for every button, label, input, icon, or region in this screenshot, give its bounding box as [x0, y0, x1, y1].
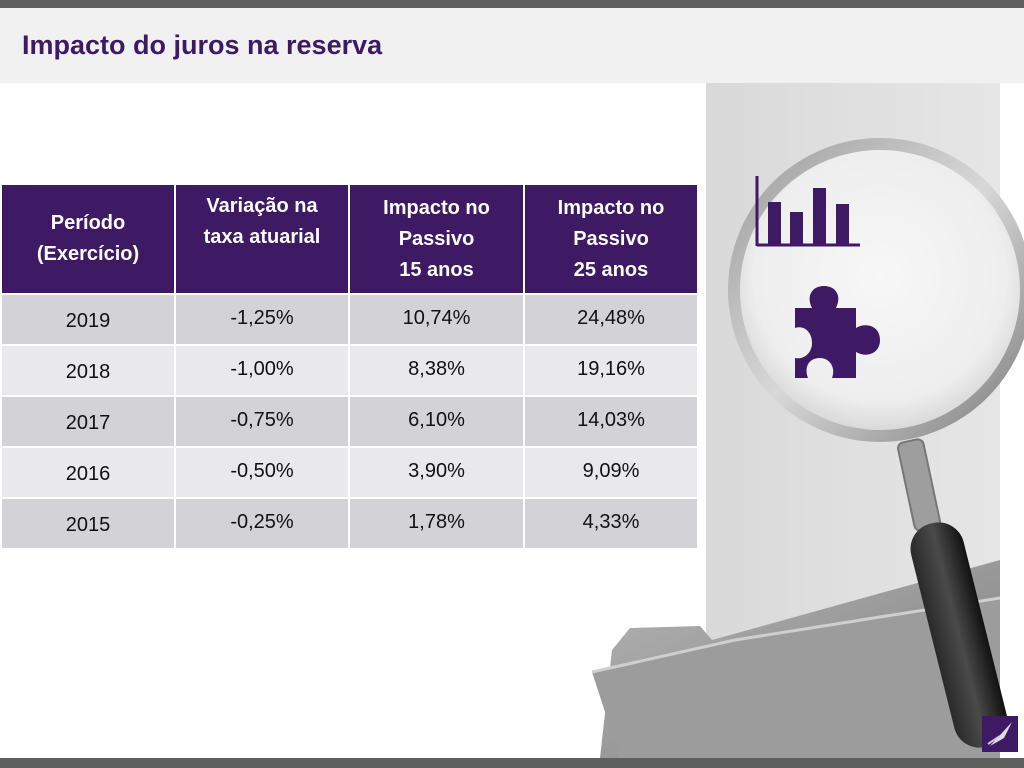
bar-chart-icon [755, 176, 860, 247]
header-impact-25y: Impacto no Passivo 25 anos [523, 183, 699, 295]
side-edge [1000, 83, 1024, 758]
puzzle-piece-icon [795, 286, 880, 378]
cell-impact-25y: 24,48% [523, 293, 699, 346]
logo-icon [982, 716, 1018, 752]
header-period: Período (Exercício) [0, 183, 176, 295]
cell-rate-variation: -1,25% [174, 293, 350, 346]
cell-impact-25y: 9,09% [523, 446, 699, 499]
table-row: 2019 -1,25% 10,74% 24,48% [0, 293, 699, 346]
cell-rate-variation: -0,25% [174, 497, 350, 550]
bottom-border-bar [0, 758, 1024, 768]
slide-title: Impacto do juros na reserva [22, 30, 383, 60]
cell-year: 2015 [0, 497, 176, 550]
table-row: 2016 -0,50% 3,90% 9,09% [0, 446, 699, 499]
cell-rate-variation: -0,75% [174, 395, 350, 448]
cell-impact-15y: 1,78% [348, 497, 525, 550]
cell-impact-25y: 14,03% [523, 395, 699, 448]
table-row: 2018 -1,00% 8,38% 19,16% [0, 344, 699, 397]
header-rate-variation: Variação na taxa atuarial [174, 183, 350, 295]
table-header-row: Período (Exercício) Variação na taxa atu… [0, 183, 699, 295]
cell-impact-25y: 4,33% [523, 497, 699, 550]
folder-icon [591, 560, 1001, 758]
cell-impact-15y: 8,38% [348, 344, 525, 397]
header-impact-15y: Impacto no Passivo 15 anos [348, 183, 525, 295]
cell-year: 2017 [0, 395, 176, 448]
cell-year: 2018 [0, 344, 176, 397]
cell-impact-15y: 6,10% [348, 395, 525, 448]
cell-rate-variation: -1,00% [174, 344, 350, 397]
title-band: Impacto do juros na reserva [0, 8, 1024, 83]
top-border-bar [0, 0, 1024, 8]
table-row: 2017 -0,75% 6,10% 14,03% [0, 395, 699, 448]
table-row: 2015 -0,25% 1,78% 4,33% [0, 497, 699, 550]
cell-impact-25y: 19,16% [523, 344, 699, 397]
cell-impact-15y: 3,90% [348, 446, 525, 499]
magnifier-folder-illustration [591, 138, 1024, 758]
interest-impact-table: Período (Exercício) Variação na taxa atu… [0, 183, 699, 550]
cell-rate-variation: -0,50% [174, 446, 350, 499]
cell-year: 2019 [0, 293, 176, 346]
cell-impact-15y: 10,74% [348, 293, 525, 346]
cell-year: 2016 [0, 446, 176, 499]
logo-glyph [987, 722, 1012, 746]
